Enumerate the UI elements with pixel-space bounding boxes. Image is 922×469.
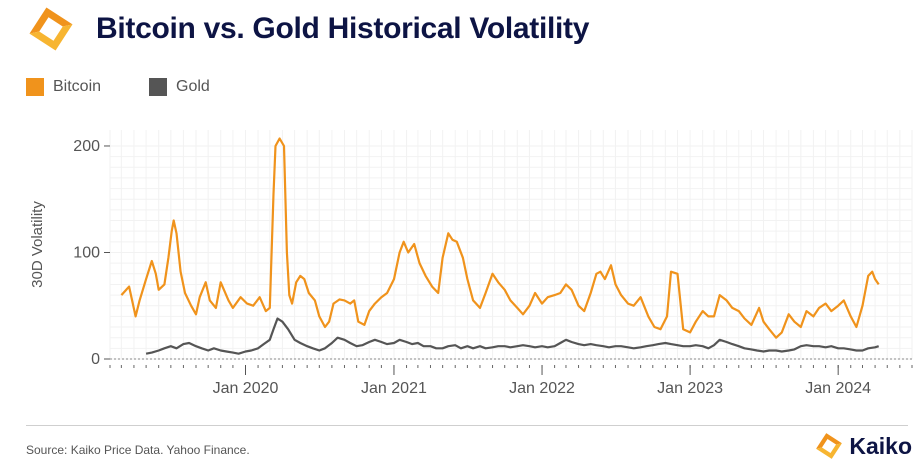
legend-swatch-bitcoin	[26, 78, 44, 96]
source-note: Source: Kaiko Price Data. Yahoo Finance.	[26, 443, 250, 457]
legend-item-gold: Gold	[149, 78, 210, 96]
chart-legend: Bitcoin Gold	[26, 78, 210, 96]
x-tick-label: Jan 2020	[213, 380, 279, 397]
legend-swatch-gold	[149, 78, 168, 96]
y-tick-label: 200	[73, 138, 100, 155]
series-line-bitcoin	[120, 137, 880, 339]
volatility-line-chart: 0 100 200 30D Volatility Jan 2020 Jan 2021 Jan…	[29, 130, 913, 397]
y-tick-label: 100	[73, 244, 100, 261]
legend-item-bitcoin: Bitcoin	[26, 78, 101, 96]
brand-name: Kaiko	[849, 432, 912, 459]
legend-label-gold: Gold	[176, 78, 210, 95]
x-tick-label: Jan 2022	[509, 380, 575, 397]
kaiko-brand-icon	[816, 433, 843, 459]
page-title: Bitcoin vs. Gold Historical Volatility	[96, 12, 590, 45]
legend-label-bitcoin: Bitcoin	[53, 78, 102, 95]
x-tick-label: Jan 2023	[657, 380, 723, 397]
y-axis-label: 30D Volatility	[29, 201, 46, 288]
kaiko-logo-icon	[29, 7, 73, 51]
x-tick-label: Jan 2021	[361, 380, 427, 397]
x-tick-label: Jan 2024	[805, 380, 871, 397]
footer-divider	[26, 425, 908, 426]
brand: Kaiko	[814, 431, 912, 461]
y-tick-label: 0	[91, 351, 100, 368]
series-line-gold	[145, 317, 880, 355]
